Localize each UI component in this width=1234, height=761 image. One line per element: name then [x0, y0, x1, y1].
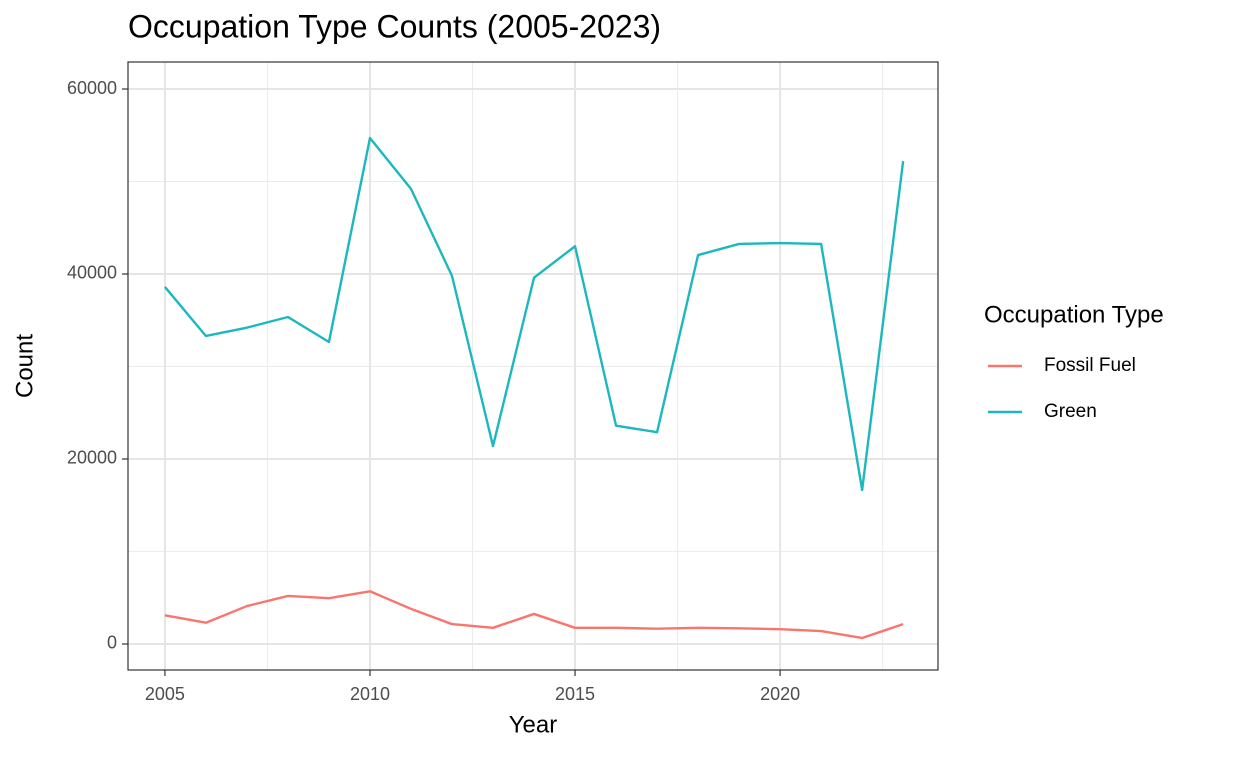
- y-tick-label: 40000: [67, 263, 117, 283]
- y-tick-label: 0: [107, 633, 117, 653]
- y-axis-title: Count: [11, 334, 38, 398]
- series-line: [163, 136, 905, 492]
- x-axis-title: Year: [509, 711, 558, 738]
- legend-label: Green: [1044, 401, 1097, 422]
- y-tick-label: 20000: [67, 448, 117, 468]
- x-tick-label: 2020: [760, 684, 800, 704]
- series-line: [164, 590, 904, 640]
- chart-title: Occupation Type Counts (2005-2023): [128, 8, 661, 44]
- plot-border: [127, 61, 939, 671]
- y-tick-label: 60000: [67, 78, 117, 98]
- legend-title: Occupation Type: [984, 301, 1164, 328]
- x-tick-label: 2015: [555, 684, 595, 704]
- x-tick-label: 2005: [145, 684, 185, 704]
- legend-label: Fossil Fuel: [1044, 355, 1136, 376]
- x-tick-label: 2010: [350, 684, 390, 704]
